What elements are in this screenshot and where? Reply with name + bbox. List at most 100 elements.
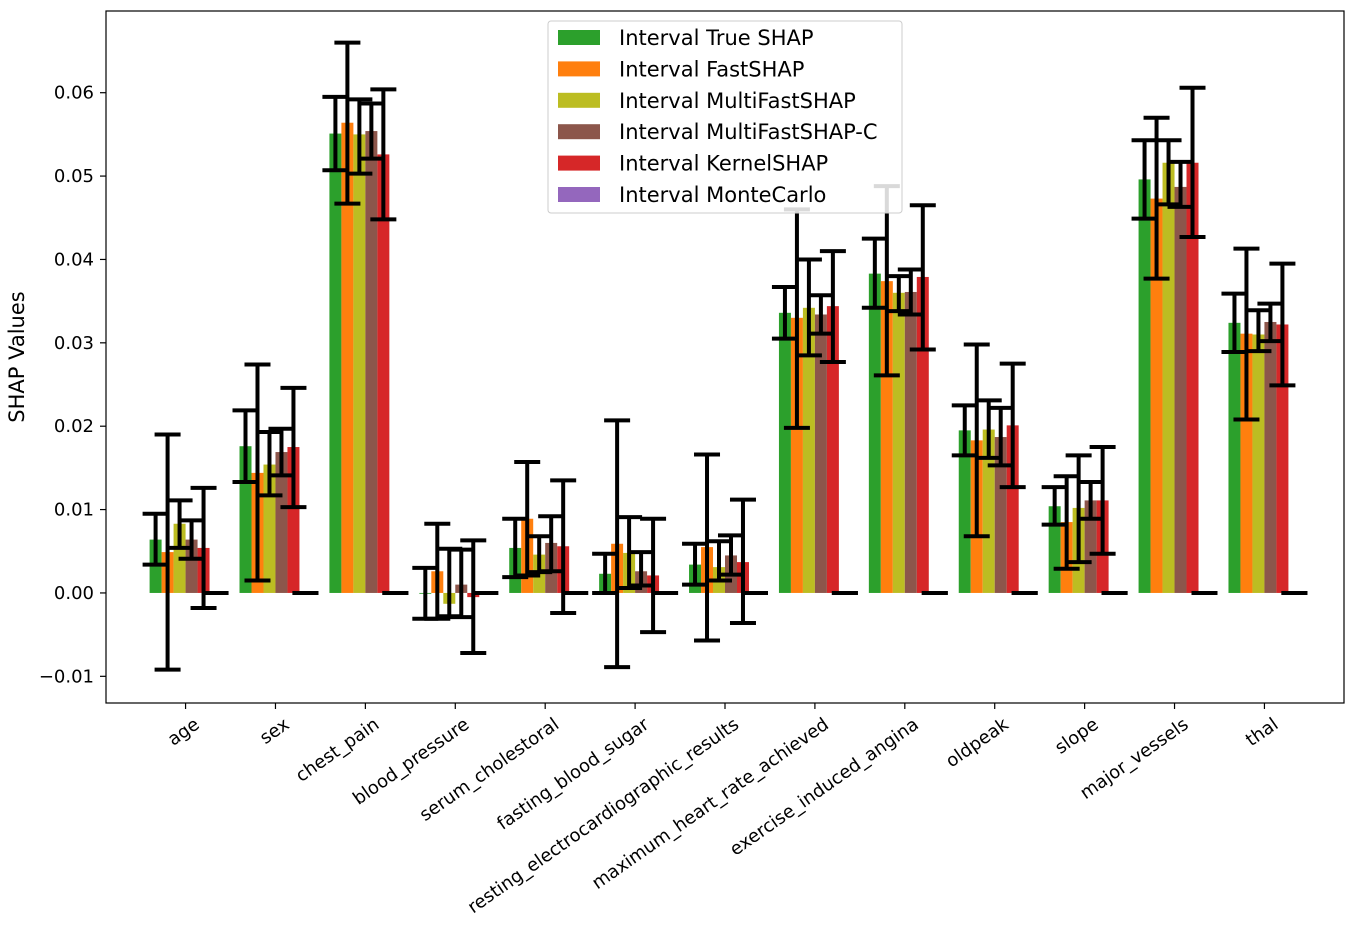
- error-bar-sex-2: [256, 430, 283, 498]
- bars-layer: [149, 122, 1301, 604]
- error-bar-exercise_induced_angina-0: [861, 236, 888, 310]
- bar-exercise_induced_angina-2: [892, 292, 905, 593]
- error-bar-chest_pain-0: [322, 94, 349, 173]
- error-bar-serum_cholestoral-3: [538, 514, 565, 574]
- bar-slope-0: [1048, 506, 1061, 593]
- x-tick-label-fasting_blood_sugar: fasting_blood_sugar: [493, 714, 653, 835]
- error-bar-resting_electrocardiographic_results-3: [717, 533, 744, 577]
- error-bar-major_vessels-4: [1179, 85, 1206, 239]
- bar-major_vessels-3: [1174, 186, 1187, 593]
- error-bar-thal-3: [1257, 301, 1284, 344]
- bar-major_vessels-4: [1186, 162, 1199, 593]
- bar-thal-1: [1240, 333, 1253, 593]
- x-tick-label-age: age: [164, 714, 204, 750]
- bar-thal-4: [1276, 324, 1289, 593]
- y-tick-label: 0.01: [54, 500, 94, 521]
- y-tick-label: 0.00: [54, 583, 94, 604]
- error-bar-thal-0: [1221, 291, 1248, 354]
- error-bar-exercise_induced_angina-3: [897, 267, 924, 317]
- error-bar-fasting_blood_sugar-4: [640, 516, 667, 635]
- bar-sex-4: [287, 447, 300, 593]
- error-bar-resting_electrocardiographic_results-1: [694, 452, 721, 643]
- error-bar-slope-1: [1053, 474, 1080, 571]
- bar-thal-2: [1252, 334, 1265, 593]
- bar-chest_pain-4: [377, 154, 390, 593]
- y-tick-label: 0.04: [54, 249, 94, 270]
- y-tick-label: 0.06: [54, 83, 94, 104]
- error-bar-slope-2: [1065, 453, 1092, 565]
- legend-label: Interval MultiFastSHAP-C: [619, 120, 878, 144]
- bar-oldpeak-4: [1006, 425, 1019, 593]
- error-bar-age-0: [142, 511, 169, 567]
- x-tick-label-chest_pain: chest_pain: [292, 714, 383, 787]
- error-bar-resting_electrocardiographic_results-4: [729, 497, 756, 625]
- bar-major_vessels-0: [1138, 179, 1151, 593]
- bar-maximum_heart_rate_achieved-1: [790, 317, 803, 593]
- bar-sex-0: [239, 446, 252, 593]
- error-bar-slope-4: [1089, 445, 1116, 556]
- legend-label: Interval FastSHAP: [619, 57, 804, 81]
- legend-swatch: [558, 61, 600, 77]
- bar-slope-3: [1084, 500, 1097, 593]
- x-tick-label-oldpeak: oldpeak: [942, 714, 1013, 772]
- error-bar-oldpeak-2: [975, 398, 1002, 460]
- error-bar-sex-4: [280, 385, 307, 510]
- error-bar-blood_pressure-1: [424, 521, 451, 621]
- error-bar-resting_electrocardiographic_results-0: [682, 541, 709, 587]
- x-tick-label-thal: thal: [1242, 714, 1282, 751]
- error-bar-oldpeak-0: [951, 403, 978, 458]
- y-axis-ticks: −0.01 0.00 0.01 0.02 0.03 0.04 0.05 0.06: [39, 83, 106, 687]
- error-bar-major_vessels-2: [1155, 138, 1182, 207]
- error-bars-layer: [142, 40, 1308, 672]
- error-bar-slope-0: [1041, 485, 1068, 527]
- error-bar-maximum_heart_rate_achieved-0: [771, 284, 798, 341]
- error-bar-oldpeak-1: [963, 342, 990, 539]
- error-bar-major_vessels-3: [1167, 159, 1194, 209]
- error-bar-fasting_blood_sugar-3: [628, 550, 655, 588]
- error-bar-blood_pressure-4: [460, 538, 487, 655]
- legend-swatch: [558, 155, 600, 171]
- bar-sex-2: [263, 464, 276, 593]
- error-bar-sex-0: [232, 408, 259, 485]
- legend-swatch: [558, 92, 600, 108]
- error-bar-blood_pressure-3: [448, 547, 475, 620]
- error-bar-exercise_induced_angina-2: [885, 274, 912, 314]
- error-bar-chest_pain-3: [358, 101, 385, 161]
- bar-oldpeak-0: [958, 430, 971, 593]
- error-bar-thal-4: [1269, 261, 1296, 388]
- bar-thal-3: [1264, 321, 1277, 593]
- error-bar-thal-1: [1233, 246, 1260, 422]
- error-bar-maximum_heart_rate_achieved-3: [807, 293, 834, 336]
- bar-chest_pain-1: [341, 122, 354, 593]
- x-tick-label-slope: slope: [1051, 714, 1102, 759]
- bar-oldpeak-2: [982, 429, 995, 593]
- error-bar-oldpeak-4: [999, 361, 1026, 490]
- x-tick-label-sex: sex: [256, 714, 294, 749]
- bar-age-3: [185, 539, 198, 593]
- error-bar-major_vessels-0: [1131, 138, 1158, 221]
- bar-chest_pain-2: [353, 134, 366, 593]
- error-bar-oldpeak-3: [987, 405, 1014, 468]
- bar-maximum_heart_rate_achieved-3: [814, 314, 827, 593]
- bar-oldpeak-3: [994, 437, 1007, 593]
- bar-exercise_induced_angina-3: [904, 291, 917, 593]
- error-bar-age-3: [178, 518, 205, 561]
- error-bar-exercise_induced_angina-4: [909, 203, 936, 352]
- legend-swatch: [558, 187, 600, 202]
- bar-exercise_induced_angina-1: [880, 281, 893, 593]
- bar-major_vessels-2: [1162, 162, 1175, 593]
- error-bar-serum_cholestoral-1: [514, 460, 541, 578]
- legend-label: Interval MonteCarlo: [619, 183, 826, 207]
- y-tick-label: 0.02: [54, 416, 94, 437]
- legend: Interval True SHAP Interval FastSHAP Inter…: [547, 20, 903, 214]
- error-bar-chest_pain-1: [334, 40, 361, 206]
- legend-swatch: [558, 30, 600, 45]
- y-tick-label: 0.05: [54, 166, 94, 187]
- error-bar-thal-2: [1245, 308, 1272, 354]
- error-bar-serum_cholestoral-4: [550, 478, 577, 615]
- legend-label: Interval MultiFastSHAP: [619, 89, 856, 113]
- error-bar-sex-3: [268, 426, 295, 478]
- bar-sex-3: [275, 452, 288, 593]
- error-bar-age-1: [154, 432, 181, 672]
